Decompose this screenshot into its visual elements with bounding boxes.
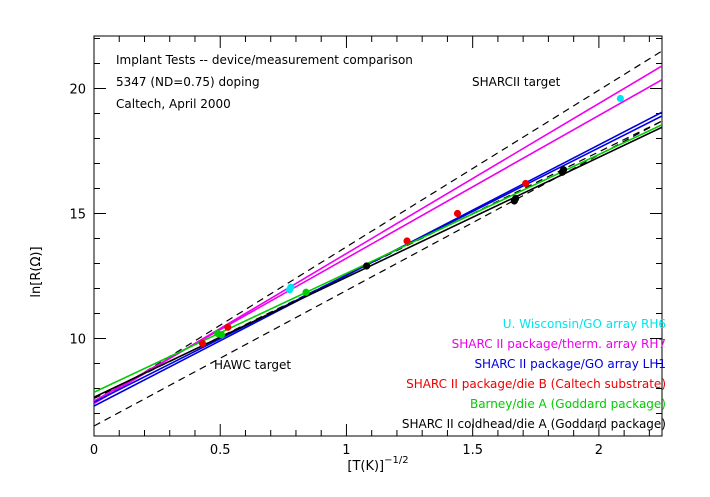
x-tick-label: 0.5 [210,443,231,458]
x-tick-label: 2 [595,443,603,458]
x-axis-title: [T(K)]−1/2 [347,455,408,474]
plot-frame [93,35,663,437]
fit-line [94,126,662,398]
x-axis-title-base: [T(K)] [347,459,384,474]
data-point [616,94,624,103]
legend-entry: SHARC II package/GO array LH1 [474,357,666,371]
note-line-2: 5347 (ND=0.75) doping [116,75,260,89]
data-point [511,194,520,203]
text-group: Implant Tests -- device/measurement comp… [29,53,561,474]
hawc-target-label: HAWC target [214,358,291,372]
legend: U. Wisconsin/GO array RH6 SHARC II packag… [402,317,666,431]
legend-entry: SHARC II coldhead/die A (Goddard package… [402,417,666,431]
data-point [198,339,207,348]
y-axis-title: ln[R(Ω)] [29,246,44,297]
legend-entry: SHARC II package/die B (Caltech substrat… [406,377,666,391]
y-tick-label: 15 [69,208,86,223]
fit-line [94,124,662,393]
fit-lines-group [94,65,662,407]
data-point [559,166,568,174]
data-points-group [198,94,624,348]
legend-entry: SHARC II package/therm. array RH7 [452,337,666,351]
note-line-3: Caltech, April 2000 [116,97,231,111]
note-line-1: Implant Tests -- device/measurement comp… [116,53,413,67]
plot-frame-group: 0 0.5 1 1.5 2 10 15 20 [69,35,663,458]
y-tick-label: 20 [69,83,86,98]
legend-entry: Barney/die A (Goddard package) [470,397,666,411]
x-axis-title-exponent: −1/2 [384,455,408,466]
data-point [224,323,232,331]
data-point [287,283,295,291]
data-point [363,262,371,270]
x-tick-label: 0 [90,443,98,458]
x-tick-label: 1 [342,443,350,458]
reference-line [94,50,662,405]
y-tick-label: 10 [69,333,86,348]
legend-entry: U. Wisconsin/GO array RH6 [503,317,666,331]
data-point [217,331,226,339]
x-tick-label: 1.5 [462,443,483,458]
data-point [302,288,310,296]
data-point [403,237,411,245]
sharcii-target-label: SHARCII target [472,75,561,89]
data-point [453,209,462,218]
data-point [522,179,530,188]
